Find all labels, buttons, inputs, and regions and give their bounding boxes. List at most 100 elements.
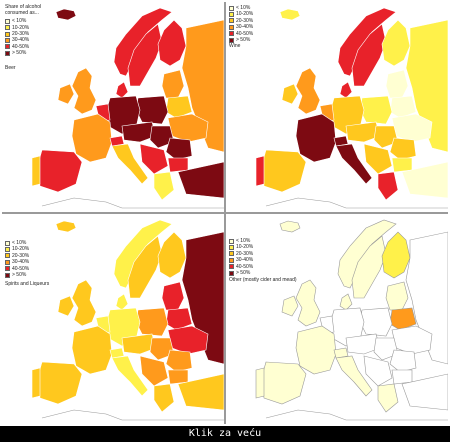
legend-item: 10-20% — [229, 11, 253, 17]
legend-item: > 50% — [5, 272, 29, 278]
legend-swatch — [5, 240, 10, 246]
finland — [381, 19, 411, 67]
spirits-map-panel: < 10% 10-20% 20-30% 30-40% 40-50% > 50% … — [2, 214, 224, 424]
legend-item: 30-40% — [5, 259, 29, 265]
legend-swatch — [229, 238, 234, 244]
legend-label: 20-30% — [12, 30, 30, 37]
turkey — [177, 373, 224, 411]
legend-label: > 50% — [12, 271, 27, 278]
denmark — [115, 293, 129, 311]
hungary-slovakia — [149, 125, 175, 149]
legend-label: 20-30% — [236, 250, 254, 257]
north-africa-coast — [41, 409, 224, 421]
legend-item: 30-40% — [229, 257, 253, 263]
legend-item: > 50% — [5, 50, 49, 56]
legend-item: < 10% — [229, 238, 253, 244]
turkey — [177, 161, 224, 199]
turkey — [401, 161, 448, 199]
italy — [111, 355, 149, 397]
legend-swatch — [5, 266, 10, 272]
denmark — [115, 81, 129, 99]
legend-swatch — [229, 257, 234, 263]
north-africa-coast — [41, 197, 224, 209]
legend-label: > 50% — [236, 269, 251, 276]
spain — [37, 149, 83, 193]
legend-swatch — [5, 272, 10, 278]
uk — [295, 279, 321, 327]
legend-label: > 50% — [12, 50, 27, 57]
greece — [153, 171, 175, 201]
legend-item: < 10% — [5, 240, 29, 246]
legend-item: 40-50% — [5, 266, 29, 272]
north-africa-coast — [265, 409, 448, 421]
legend-item: 40-50% — [229, 31, 253, 37]
denmark — [339, 81, 353, 99]
legend-swatch — [5, 253, 10, 259]
legend-label: 30-40% — [236, 24, 254, 31]
sweden — [351, 23, 387, 87]
finland — [157, 19, 187, 67]
map-grid: Share of alcohol consumed as... < 10% 10… — [2, 2, 448, 424]
hungary-slovakia — [149, 337, 175, 361]
bulgaria — [167, 369, 189, 385]
legend-label: 10-20% — [12, 24, 30, 31]
legend-item: < 10% — [229, 5, 253, 11]
romania — [165, 137, 193, 161]
portugal — [31, 367, 41, 399]
baltics — [385, 281, 409, 311]
legend-label: 40-50% — [12, 43, 30, 50]
iceland — [55, 220, 77, 233]
legend-label: < 10% — [12, 240, 27, 246]
enlarge-caption[interactable]: Klik za veću — [188, 428, 262, 439]
legend-label: 10-20% — [236, 244, 254, 251]
uk — [71, 279, 97, 327]
panel-category-label: Spirits and Liqueurs — [5, 281, 50, 287]
legend-swatch — [229, 37, 234, 43]
beer-legend: Share of alcohol consumed as... < 10% 10… — [5, 4, 49, 57]
spain — [261, 149, 307, 193]
beer-map — [31, 7, 224, 209]
other-map-panel: < 10% 10-20% 20-30% 30-40% 40-50% > 50% … — [226, 214, 448, 424]
legend-item: 30-40% — [229, 24, 253, 30]
greece — [153, 383, 175, 413]
romania — [389, 349, 417, 373]
bulgaria — [391, 369, 413, 385]
greece — [377, 171, 399, 201]
legend-label: 40-50% — [12, 265, 30, 272]
balkans — [139, 355, 169, 387]
legend-swatch — [5, 259, 10, 265]
italy — [111, 143, 149, 185]
beer-countries — [31, 7, 224, 201]
switzerland — [109, 135, 125, 147]
legend-swatch — [5, 38, 10, 44]
portugal — [255, 367, 265, 399]
poland — [359, 95, 393, 125]
legend-swatch — [5, 18, 10, 24]
enlarge-caption-bar[interactable]: Klik za veću — [0, 426, 450, 442]
czechia-austria — [121, 333, 157, 355]
czechia-austria — [345, 121, 381, 143]
iceland — [279, 8, 301, 21]
uk — [71, 67, 97, 115]
ireland — [281, 83, 299, 105]
legend-item: 10-20% — [5, 246, 29, 252]
legend-swatch — [229, 270, 234, 276]
legend-label: < 10% — [236, 238, 251, 244]
switzerland — [109, 347, 125, 359]
legend-label: 40-50% — [236, 30, 254, 37]
legend-label: < 10% — [12, 18, 27, 25]
legend-swatch — [5, 44, 10, 50]
balkans — [139, 143, 169, 175]
legend-item: < 10% — [5, 18, 49, 24]
italy — [335, 355, 373, 397]
other-map — [255, 219, 448, 421]
legend-item: 40-50% — [5, 44, 49, 50]
legend-swatch — [5, 247, 10, 253]
wine-countries — [255, 7, 448, 201]
spirits-legend: < 10% 10-20% 20-30% 30-40% 40-50% > 50% — [5, 240, 29, 278]
legend-label: 20-30% — [12, 252, 30, 259]
legend-item: > 50% — [229, 37, 253, 43]
legend-swatch — [229, 24, 234, 30]
hungary-slovakia — [373, 337, 399, 361]
greece — [377, 383, 399, 413]
